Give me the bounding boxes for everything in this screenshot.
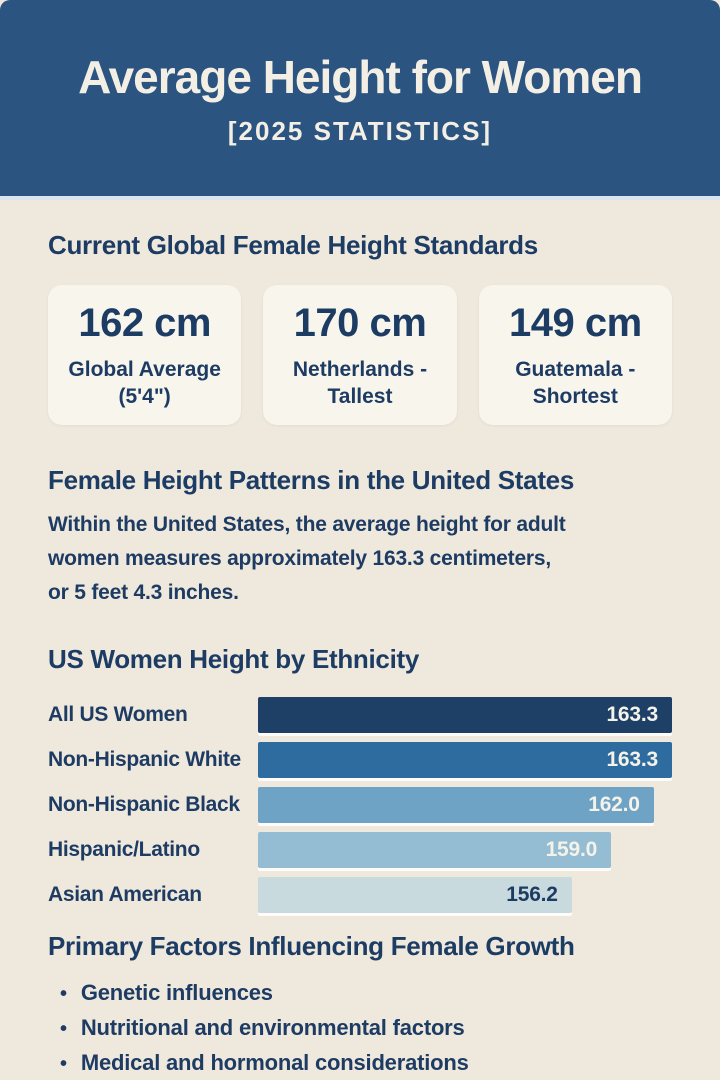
stat-label-line: Global Average	[68, 357, 221, 381]
stat-cards: 162 cm Global Average (5'4") 170 cm Neth…	[48, 285, 672, 425]
page-title: Average Height for Women	[78, 50, 643, 103]
list-item-text: Genetic influences	[80, 980, 273, 1005]
stat-value: 162 cm	[78, 300, 211, 345]
stat-value: 170 cm	[293, 300, 427, 345]
list-item: • Nutritional and environmental factors	[48, 1011, 672, 1046]
section-heading-global-standards: Current Global Female Height Standards	[48, 230, 538, 260]
chart-bar: 162.0	[258, 787, 654, 823]
stat-label: Netherlands - Tallest	[293, 356, 427, 410]
content: Current Global Female Height Standards 1…	[0, 200, 720, 1080]
chart-bar-value: 159.0	[545, 838, 598, 861]
chart-bar: 156.2	[258, 877, 572, 913]
chart-bar-value: 162.0	[588, 793, 640, 816]
chart-bar-value: 163.3	[606, 703, 658, 726]
list-item-text: Nutritional and environmental factors	[80, 1015, 465, 1040]
stat-label-line: Guatemala -	[515, 357, 636, 381]
chart-row: All US Women 163.3	[48, 697, 672, 733]
us-patterns-paragraph: Within the United States, the average he…	[48, 508, 672, 610]
chart-row: Non-Hispanic Black 162.0	[48, 787, 672, 823]
paragraph-line: women measures approximately 163.3 centi…	[48, 547, 552, 570]
stat-label: Global Average (5'4")	[68, 356, 221, 410]
chart-row: Hispanic/Latino 159.0	[48, 832, 672, 868]
page-subtitle: [2025 STATISTICS]	[227, 115, 493, 146]
stat-card-shortest: 149 cm Guatemala - Shortest	[478, 285, 672, 425]
chart-row-label: Hispanic/Latino	[48, 838, 200, 861]
stat-label-line: Tallest	[327, 384, 393, 408]
growth-factors-list: • Genetic influences • Nutritional and e…	[48, 976, 672, 1080]
bullet-icon: •	[60, 1018, 67, 1040]
chart-row-label: Non-Hispanic Black	[48, 793, 240, 816]
stat-label: Guatemala - Shortest	[515, 356, 635, 410]
section-heading-ethnicity-chart: US Women Height by Ethnicity	[48, 644, 420, 674]
stat-label-line: (5'4")	[118, 384, 171, 408]
bullet-icon: •	[60, 983, 67, 1005]
stat-label-line: Netherlands -	[292, 357, 428, 381]
section-heading-growth-factors: Primary Factors Influencing Female Growt…	[48, 931, 575, 961]
chart-row-label: Non-Hispanic White	[48, 748, 241, 771]
paragraph-line: Within the United States, the average he…	[48, 513, 566, 536]
bullet-icon: •	[60, 1053, 67, 1075]
list-item: • Genetic influences	[48, 976, 672, 1011]
chart-row: Non-Hispanic White 163.3	[48, 742, 672, 778]
list-item: • Medical and hormonal considerations	[48, 1046, 672, 1080]
stat-card-global-average: 162 cm Global Average (5'4")	[48, 285, 242, 425]
chart-bar: 163.3	[258, 742, 672, 778]
stat-value: 149 cm	[508, 300, 642, 345]
chart-row: Asian American 156.2	[48, 877, 672, 913]
list-item-text: Medical and hormonal considerations	[80, 1050, 469, 1075]
chart-bar-value: 156.2	[506, 883, 558, 906]
stat-label-line: Shortest	[532, 384, 618, 408]
chart-bar: 163.3	[258, 697, 672, 733]
stat-card-tallest: 170 cm Netherlands - Tallest	[263, 285, 457, 425]
section-heading-us-patterns: Female Height Patterns in the United Sta…	[48, 465, 574, 495]
chart-row-label: All US Women	[48, 703, 188, 726]
header: Average Height for Women [2025 STATISTIC…	[0, 0, 720, 196]
chart-bar-value: 163.3	[606, 748, 658, 771]
paragraph-line: or 5 feet 4.3 inches.	[48, 581, 239, 604]
ethnicity-bar-chart: All US Women 163.3 Non-Hispanic White 163.3…	[48, 697, 672, 913]
chart-bar: 159.0	[258, 832, 612, 868]
chart-row-label: Asian American	[48, 883, 202, 906]
header-divider	[0, 196, 720, 200]
